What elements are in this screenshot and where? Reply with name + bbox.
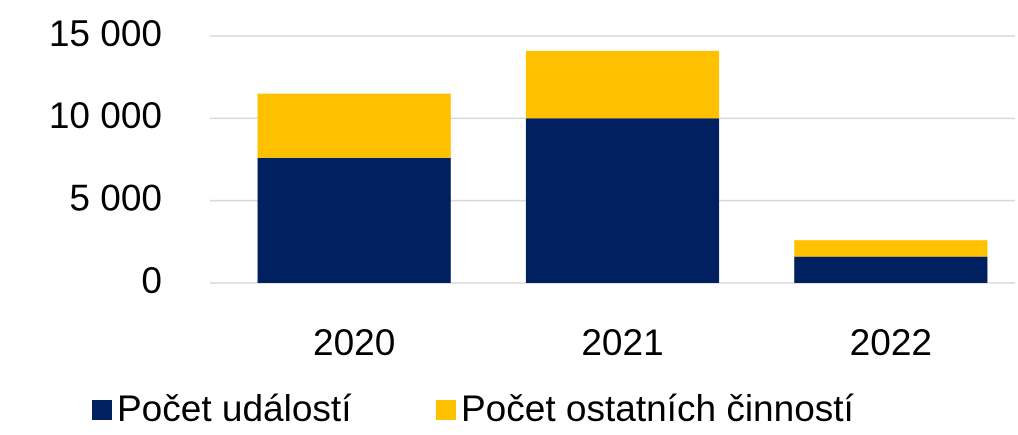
legend-label: Počet ostatních činností	[461, 388, 855, 429]
bar-segment	[525, 50, 720, 119]
bar-segment	[257, 157, 451, 283]
x-tick-label: 2020	[313, 322, 395, 363]
x-tick-label: 2021	[581, 322, 663, 363]
y-tick-label: 5 000	[69, 177, 162, 218]
y-tick-label: 10 000	[49, 95, 162, 136]
bar-segment	[257, 93, 451, 158]
bar-segment	[525, 118, 720, 283]
y-tick-label: 0	[141, 260, 162, 301]
bar-segment	[794, 240, 988, 257]
legend-swatch	[436, 400, 456, 420]
x-tick-label: 2022	[850, 322, 932, 363]
y-tick-label: 15 000	[49, 13, 162, 54]
legend-label: Počet událostí	[117, 388, 352, 429]
bar-segment	[794, 256, 988, 283]
legend-swatch	[92, 400, 112, 420]
